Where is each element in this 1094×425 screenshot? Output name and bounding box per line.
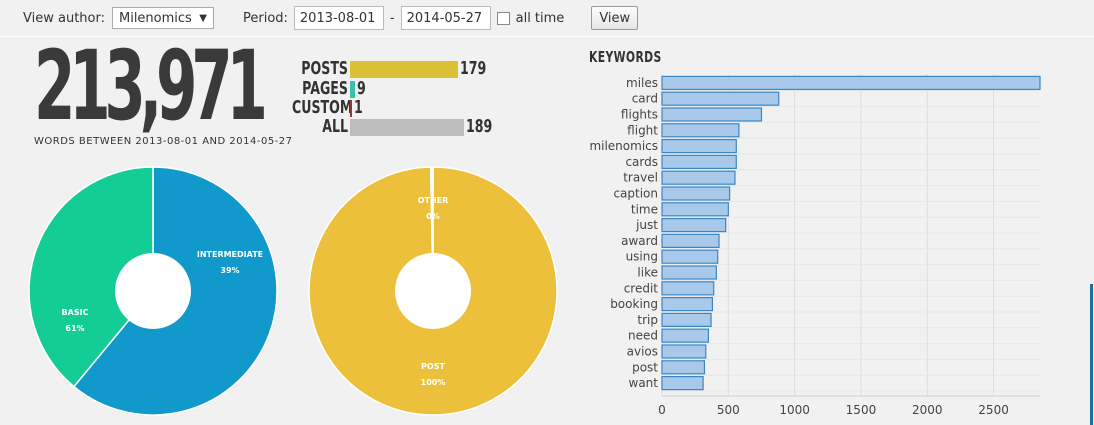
keyword-bar (661, 107, 763, 122)
post-type-value: 9 (357, 78, 367, 99)
keyword-label: miles (626, 76, 658, 90)
keyword-bar (661, 249, 719, 264)
post-type-bar (350, 100, 352, 117)
keyword-label: award (621, 234, 658, 248)
keyword-bar (661, 186, 731, 201)
keyword-label: post (632, 360, 658, 374)
post-type-label: POSTS (301, 58, 348, 79)
author-select-value: Milenomics (118, 10, 192, 26)
date-separator: - (389, 10, 395, 26)
keyword-bar (661, 202, 729, 217)
scrollbar-edge[interactable] (1090, 284, 1093, 425)
pie-slice-label: OTHER (418, 196, 449, 205)
keyword-label: trip (637, 313, 658, 327)
all-time-label: all time (515, 10, 565, 26)
keyword-label: travel (623, 171, 658, 185)
post-type-value: 179 (459, 58, 487, 79)
keyword-bar (661, 344, 707, 359)
period-label: Period: (242, 10, 288, 26)
keyword-bar (661, 312, 712, 327)
keyword-bar (661, 233, 720, 248)
x-tick-label: 0 (658, 403, 666, 417)
keyword-bar (661, 138, 737, 154)
level-donut-chart: BASIC 61% INTERMEDIATE 39% (28, 166, 278, 416)
toolbar: View author: Milenomics ▼ Period: 2013-0… (0, 0, 1094, 36)
pie-slice-percent: 0% (426, 212, 440, 221)
pie-slice-percent: 61% (65, 324, 84, 333)
keyword-label: caption (613, 187, 658, 201)
post-type-label: CUSTOM (292, 97, 353, 118)
keyword-label: flight (627, 123, 658, 137)
type-donut-chart: POST 100% OTHER 0% (308, 166, 558, 416)
post-type-bar (350, 81, 356, 98)
pie-slice-label: BASIC (62, 308, 89, 317)
keyword-label: time (631, 202, 658, 216)
keyword-label: like (637, 266, 658, 280)
pie-slice-percent: 100% (421, 378, 446, 387)
donut-hole (115, 253, 191, 329)
author-select[interactable]: Milenomics ▼ (111, 7, 214, 29)
keyword-bar (661, 328, 710, 343)
pie-slice (28, 166, 154, 388)
start-date-input[interactable]: 2013-08-01 (293, 6, 384, 30)
x-tick-label: 2000 (912, 403, 943, 417)
x-tick-label: 1500 (846, 403, 877, 417)
keyword-bar (661, 75, 1041, 90)
keyword-bar (661, 360, 706, 375)
post-type-label: PAGES (302, 78, 348, 99)
keywords-title: KEYWORDS (589, 48, 662, 66)
post-type-bar (350, 119, 464, 136)
all-time-checkbox[interactable] (496, 11, 510, 25)
keyword-label: card (632, 92, 658, 106)
keyword-label: flights (621, 108, 658, 122)
pie-slice-percent: 39% (220, 266, 239, 275)
donut-hole (395, 253, 471, 329)
keyword-bar (661, 376, 704, 391)
keyword-bar (661, 154, 737, 170)
post-type-bar (350, 61, 458, 78)
keyword-label: just (635, 218, 658, 232)
keyword-bar (661, 91, 780, 106)
word-count-caption: WORDS BETWEEN 2013-08-01 AND 2014-05-27 (34, 136, 293, 147)
x-tick-label: 2500 (978, 403, 1009, 417)
keyword-bar (661, 297, 714, 312)
end-date-input[interactable]: 2014-05-27 (400, 6, 491, 30)
x-tick-label: 1000 (779, 403, 810, 417)
post-type-value: 189 (466, 116, 493, 137)
keyword-label: credit (624, 281, 659, 295)
post-type-value: 1 (354, 97, 363, 118)
word-count: 213,971 (34, 30, 268, 142)
pie-slice-label: INTERMEDIATE (197, 250, 263, 259)
toolbar-divider (0, 36, 1094, 37)
keyword-bar (661, 218, 727, 233)
keyword-label: cards (625, 155, 658, 169)
keyword-label: booking (610, 297, 658, 311)
author-label: View author: (23, 10, 105, 26)
keyword-bar (661, 170, 736, 185)
view-button[interactable]: View (591, 6, 639, 30)
keyword-label: need (628, 329, 658, 343)
post-type-label: ALL (322, 116, 348, 137)
keyword-bar (661, 123, 740, 138)
x-tick-label: 500 (717, 403, 740, 417)
keyword-bar (661, 281, 715, 296)
keyword-label: avios (627, 345, 658, 359)
caret-down-icon: ▼ (199, 12, 207, 24)
keyword-bar (661, 265, 717, 280)
keyword-label: using (626, 250, 658, 264)
keyword-label: want (629, 376, 659, 390)
pie-slice-label: POST (421, 362, 445, 371)
keyword-label: milenomics (589, 139, 658, 153)
